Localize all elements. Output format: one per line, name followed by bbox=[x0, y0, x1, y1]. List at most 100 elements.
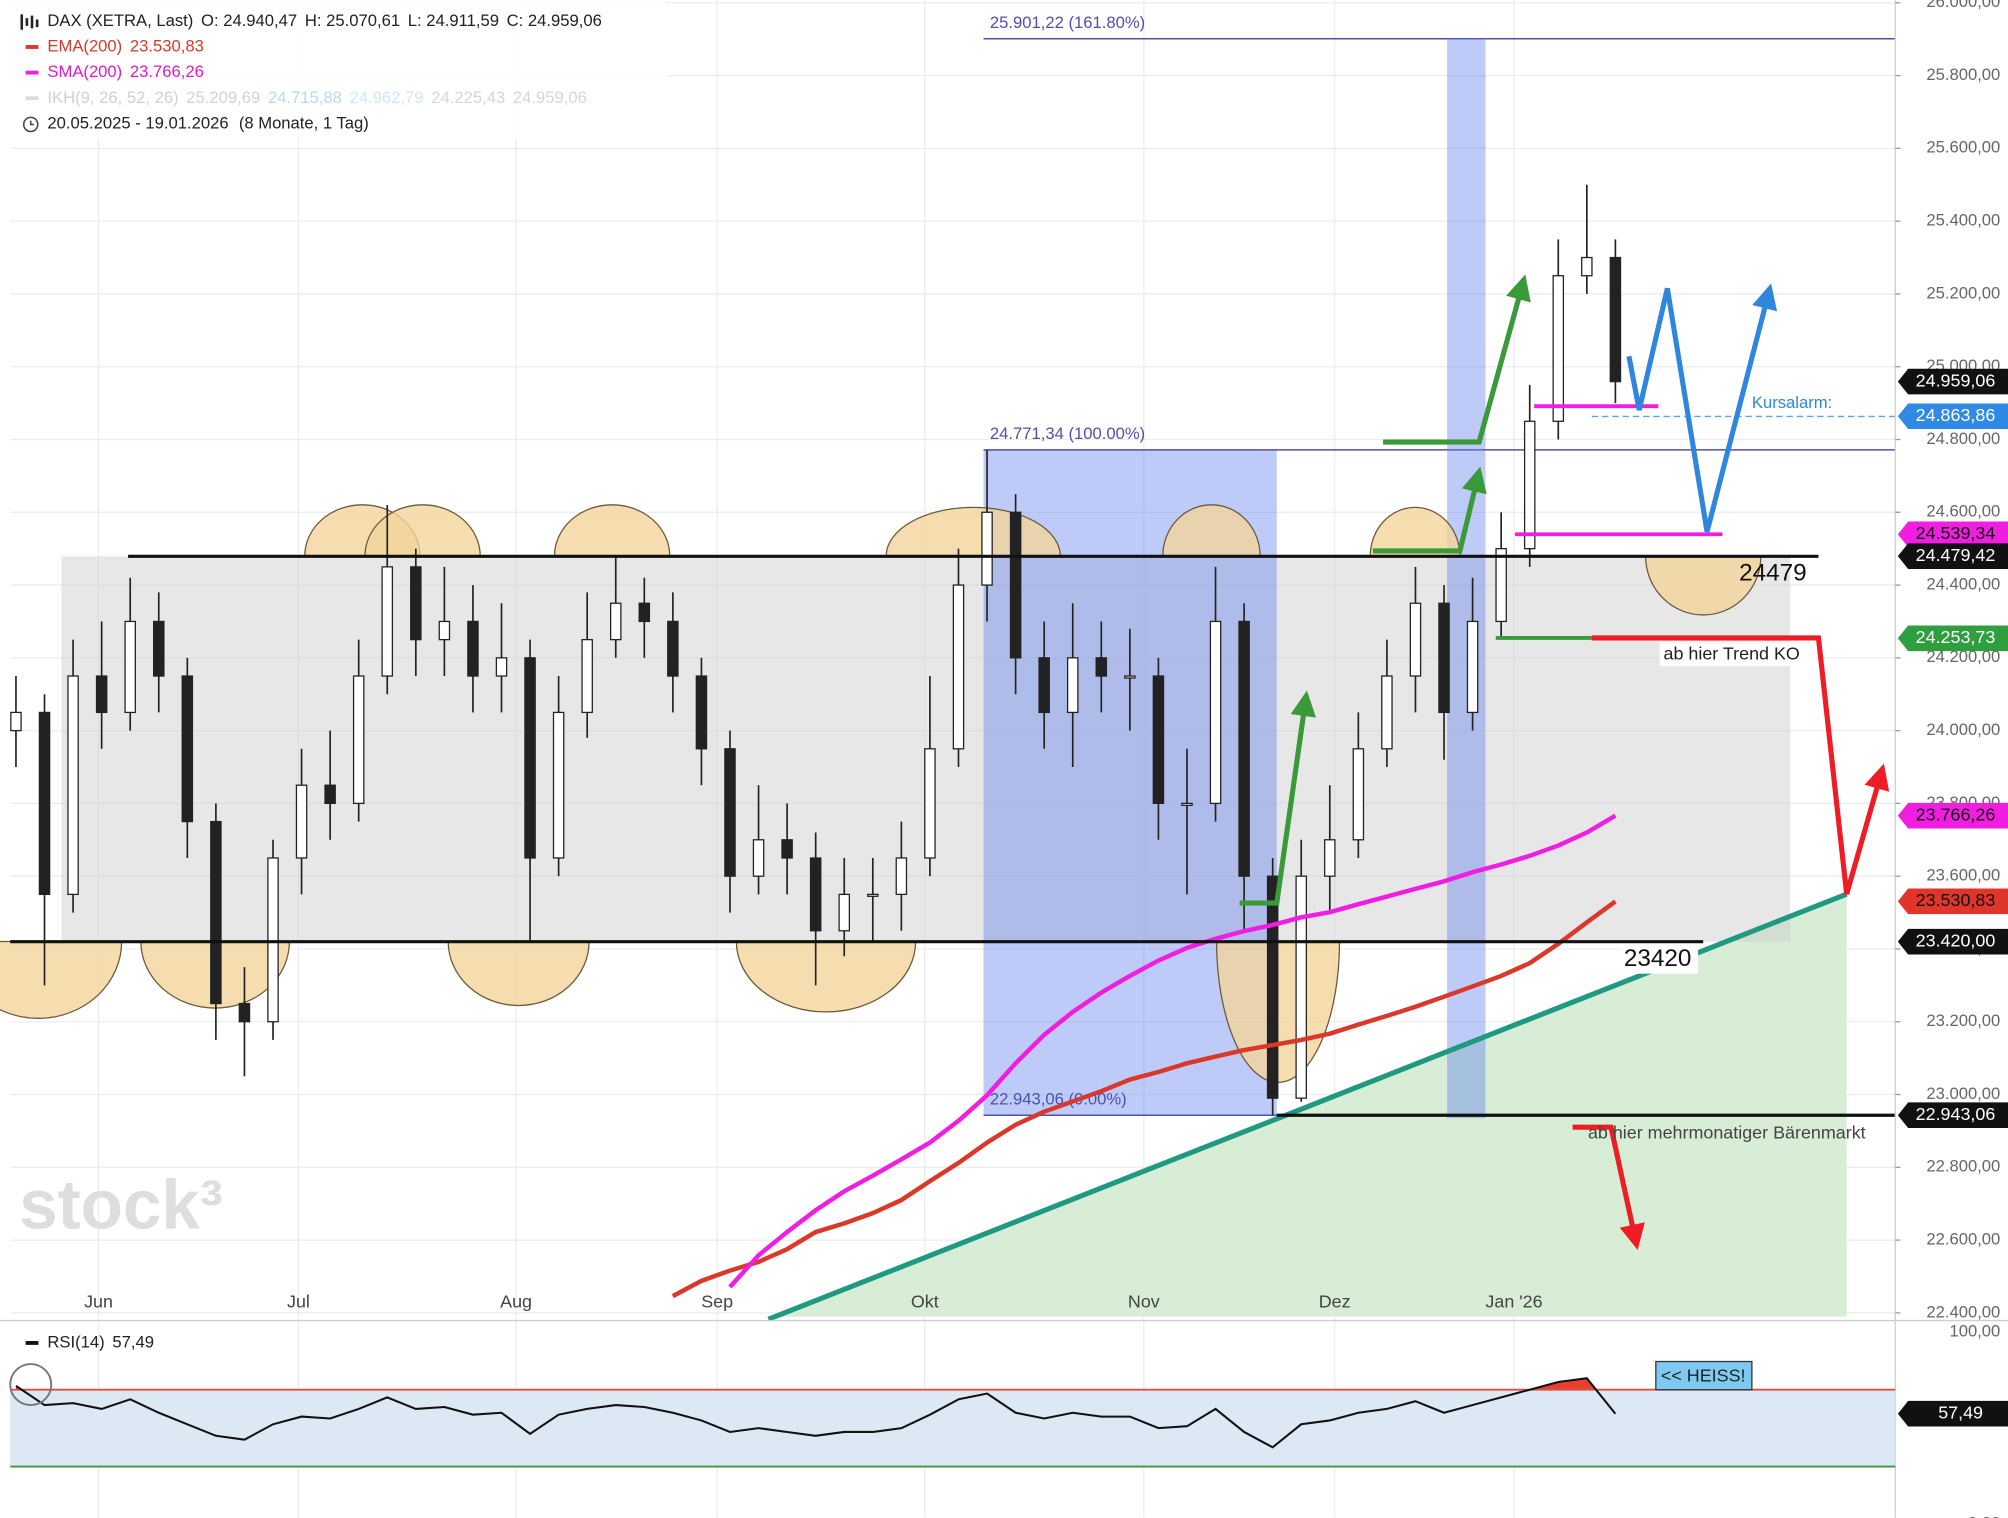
y-tick-label: 24.200,00 bbox=[1926, 647, 2000, 666]
x-tick-label: Jan '26 bbox=[1485, 1291, 1542, 1311]
price-tag-label: 24.539,34 bbox=[1916, 523, 1996, 543]
y-tick-label: 24.400,00 bbox=[1926, 574, 2000, 593]
y-tick-label: 100,00 bbox=[1949, 1321, 2000, 1340]
candle-body bbox=[1095, 657, 1108, 677]
note-box bbox=[1655, 1360, 1753, 1391]
candle-body bbox=[1066, 657, 1079, 714]
x-tick-label: Nov bbox=[1128, 1291, 1160, 1311]
candle-body bbox=[667, 620, 679, 677]
legend-value: 24.959,06 bbox=[513, 88, 587, 107]
arc bbox=[1644, 555, 1762, 616]
annotation: ab hier mehrmonatiger Bärenmarkt bbox=[1588, 1122, 1866, 1142]
candle-body bbox=[1295, 875, 1307, 1099]
legend-entry: SMA(200) 23.766,26 bbox=[47, 63, 203, 82]
y-tick-label: 25.400,00 bbox=[1926, 211, 2000, 230]
x-tick-label: Jun bbox=[84, 1291, 113, 1311]
candle-body bbox=[1523, 420, 1536, 550]
legend-entry: IKH(9, 26, 52, 26) 25.209,69 24.715,88 24.9… bbox=[47, 88, 586, 107]
highlights bbox=[0, 38, 1762, 1119]
legend-bg bbox=[0, 0, 666, 139]
x-tick-label: Sep bbox=[701, 1291, 733, 1311]
candle-body bbox=[124, 620, 136, 714]
candle-body bbox=[95, 675, 108, 714]
clock-icon bbox=[29, 120, 34, 126]
candle-body bbox=[153, 620, 165, 677]
arrow bbox=[1383, 274, 1531, 445]
legend-value: 23.530,83 bbox=[130, 37, 204, 56]
legend-swatch bbox=[25, 1341, 39, 1345]
arrow bbox=[1626, 283, 1778, 533]
price-tag-label: 22.943,06 bbox=[1916, 1104, 1996, 1124]
rsi-band bbox=[10, 1389, 1896, 1467]
annotation: ab hier Trend KO bbox=[1664, 643, 1800, 663]
x-tick-label: Aug bbox=[500, 1291, 532, 1311]
x-tick-label: Jul bbox=[287, 1291, 310, 1311]
y-tick-label: 26.000,00 bbox=[1926, 0, 2000, 11]
candle-body bbox=[1324, 839, 1336, 877]
candle-body bbox=[1152, 675, 1165, 805]
candle-body bbox=[981, 511, 993, 586]
legend-swatch bbox=[25, 70, 39, 75]
clock-icon bbox=[22, 116, 39, 133]
label-bg bbox=[1621, 945, 1699, 974]
candle-body bbox=[952, 584, 965, 750]
marker-circle bbox=[9, 1363, 53, 1407]
arc bbox=[0, 940, 123, 1019]
candle-body bbox=[1381, 675, 1393, 750]
y-tick-label: 22.400,00 bbox=[1926, 1302, 2000, 1321]
candle-body bbox=[1266, 875, 1279, 1099]
rsi-line bbox=[15, 1377, 1617, 1449]
x-tick-label: Dez bbox=[1319, 1291, 1351, 1311]
y-tick-label: 23.000,00 bbox=[1926, 1084, 2000, 1103]
candle-body bbox=[552, 711, 565, 859]
candle-body bbox=[695, 675, 708, 750]
candle-body bbox=[809, 857, 822, 932]
price-tag bbox=[1897, 802, 2008, 829]
y-tick-label: 23.600,00 bbox=[1926, 866, 2000, 885]
price-tag-label: 23.420,00 bbox=[1916, 930, 1996, 950]
y-tick-label: 22.800,00 bbox=[1926, 1157, 2000, 1176]
legend: DAX (XETRA, Last) O: 24.940,47 H: 25.070,6… bbox=[20, 11, 602, 133]
y-tick-label: 0,00 bbox=[1968, 1514, 2000, 1518]
candle-body bbox=[324, 784, 336, 805]
legend-value: 24.962,79 bbox=[350, 88, 424, 107]
arc bbox=[447, 940, 590, 1007]
candle-body bbox=[1495, 548, 1507, 623]
price-tag-label: 24.479,42 bbox=[1916, 545, 1996, 565]
candle-body bbox=[1609, 256, 1622, 383]
legend-name: SMA(200) bbox=[47, 63, 122, 82]
candle-body bbox=[581, 638, 593, 714]
label-bg bbox=[1659, 641, 1816, 667]
arrow bbox=[1591, 635, 1890, 895]
price-tag bbox=[1897, 543, 2008, 569]
watermark: stock³ bbox=[19, 1166, 223, 1244]
price-tag bbox=[1897, 368, 2008, 395]
ohlc: L: 24.911,59 bbox=[408, 11, 499, 30]
date-range: 20.05.2025 - 19.01.2026 (8 Monate, 1 Tag) bbox=[47, 114, 368, 133]
legend-name: IKH(9, 26, 52, 26) bbox=[47, 88, 178, 107]
candle-body bbox=[1409, 602, 1422, 677]
fib-label: 25.901,22 (161.80%) bbox=[990, 13, 1145, 32]
rsi-value: 57,49 bbox=[112, 1333, 154, 1352]
price-tag bbox=[1897, 928, 2008, 955]
y-tick-label: 24.600,00 bbox=[1926, 502, 2000, 521]
candle-body bbox=[238, 1002, 251, 1023]
candle-body bbox=[381, 566, 394, 677]
price-tag-label: 24.863,86 bbox=[1916, 405, 1996, 425]
arrow bbox=[1372, 466, 1487, 554]
indicator-line bbox=[728, 813, 1617, 1289]
candle-body bbox=[267, 857, 279, 1023]
arc bbox=[553, 504, 671, 557]
chart-icon bbox=[20, 14, 39, 30]
price-tag-label: 23.766,26 bbox=[1916, 804, 1996, 824]
candle-body bbox=[181, 675, 194, 823]
price-tags: 57,49 24.959,06 24.863,86 24.539,3424.479,4… bbox=[1897, 368, 2008, 1427]
legend-swatch bbox=[25, 96, 39, 101]
legend-name: EMA(200) bbox=[47, 37, 122, 56]
price-tag-label: 24.959,06 bbox=[1916, 370, 1996, 390]
candle-body bbox=[1352, 748, 1365, 841]
range-note: (8 Monate, 1 Tag) bbox=[239, 114, 369, 133]
price-tag bbox=[1897, 625, 2008, 652]
candle-body bbox=[10, 711, 22, 732]
